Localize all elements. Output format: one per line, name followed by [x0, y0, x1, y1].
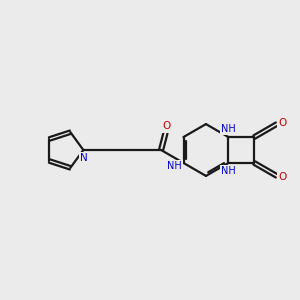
- Text: NH: NH: [221, 124, 236, 134]
- Text: O: O: [278, 118, 286, 128]
- Text: NH: NH: [167, 161, 182, 171]
- Text: NH: NH: [221, 166, 236, 176]
- Text: O: O: [163, 122, 171, 131]
- Text: N: N: [80, 153, 88, 163]
- Text: O: O: [278, 172, 286, 182]
